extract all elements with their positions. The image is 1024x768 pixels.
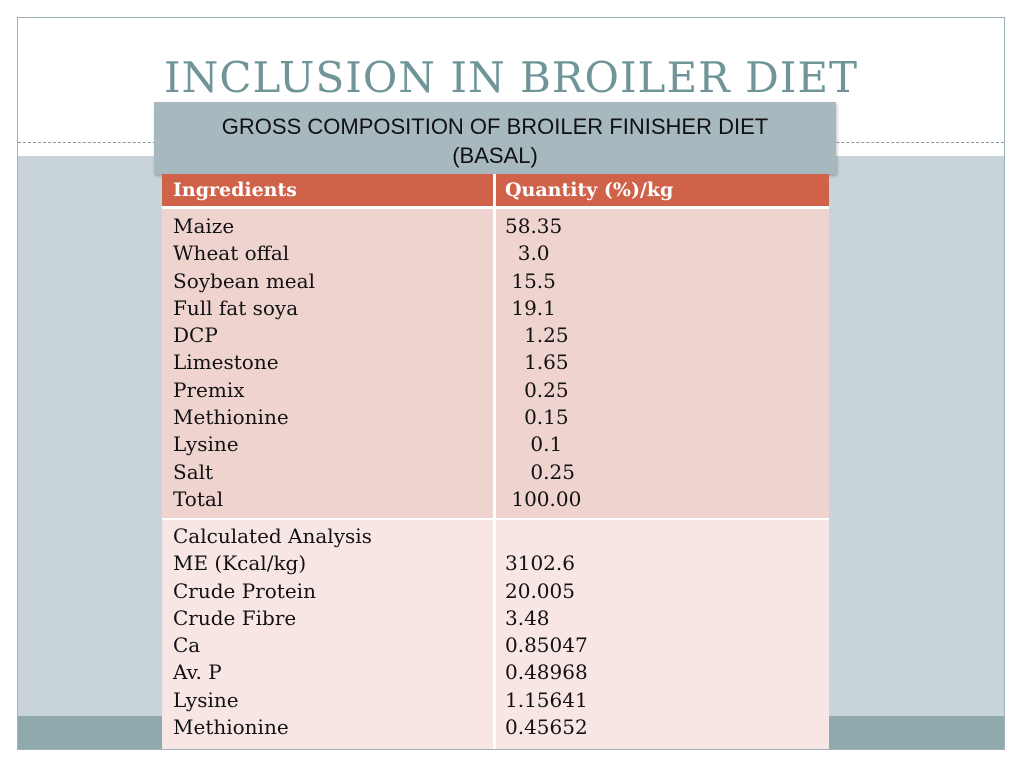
slide-title: INCLUSION IN BROILER DIET (163, 53, 859, 102)
analysis-value: 3102.6 (505, 551, 575, 576)
ingredient-quantity: 3.0 (505, 241, 550, 266)
analysis-value: 3.48 (505, 605, 550, 630)
ingredient-name: Limestone (173, 350, 279, 375)
ingredient-name: Total (173, 486, 224, 511)
ingredient-names-cell: Maize Wheat offal Soybean meal Full fat … (162, 209, 493, 518)
analysis-spacer (505, 523, 829, 550)
ingredient-name: Lysine (173, 432, 239, 457)
ingredient-quantities-cell: 58.35 3.0 15.5 19.1 1.25 1.65 0.25 0.15 … (496, 209, 829, 518)
caption-line-1: GROSS COMPOSITION OF BROILER FINISHER DI… (221, 114, 769, 139)
analysis-name: Ca (173, 633, 201, 658)
analysis-name: Crude Fibre (173, 605, 297, 630)
ingredient-quantity: 15.5 (505, 268, 556, 293)
slide-frame (17, 17, 1005, 750)
ingredient-quantity: 100.00 (505, 486, 582, 511)
ingredient-name: Methionine (173, 405, 289, 430)
ingredient-quantity: 0.1 (505, 432, 563, 457)
analysis-name: Av. P (173, 660, 222, 685)
ingredient-name: Full fat soya (173, 295, 299, 320)
analysis-value: 0.45652 (505, 715, 588, 740)
ingredient-name: Wheat offal (173, 241, 290, 266)
ingredient-name: Soybean meal (173, 268, 315, 293)
analysis-value: 0.85047 (505, 633, 588, 658)
ingredient-quantity: 1.25 (505, 323, 569, 348)
analysis-name: Methionine (173, 715, 289, 740)
ingredient-name: Premix (173, 377, 245, 402)
header-ingredients: Ingredients (162, 174, 493, 206)
analysis-name: ME (Kcal/kg) (173, 551, 307, 576)
header-quantity: Quantity (%)/kg (496, 174, 829, 206)
caption-line-2: (BASAL) (452, 143, 538, 168)
ingredient-name: DCP (173, 323, 218, 348)
ingredient-quantity: 19.1 (505, 295, 556, 320)
analysis-name: Lysine (173, 687, 239, 712)
composition-table: Ingredients Quantity (%)/kg Maize Wheat … (162, 174, 829, 749)
ingredient-name: Salt (173, 459, 214, 484)
ingredient-quantity: 0.25 (505, 377, 569, 402)
ingredient-quantity: 0.15 (505, 405, 569, 430)
ingredient-quantity: 58.35 (505, 214, 563, 238)
table-caption: GROSS COMPOSITION OF BROILER FINISHER DI… (154, 102, 836, 174)
analysis-name: Crude Protein (173, 578, 316, 603)
analysis-value: 1.15641 (505, 687, 588, 712)
ingredient-quantity: 0.25 (505, 459, 575, 484)
analysis-value: 20.005 (505, 578, 575, 603)
ingredient-quantity: 1.65 (505, 350, 569, 375)
analysis-heading: Calculated Analysis (173, 524, 372, 548)
analysis-values-cell: 3102.6 20.005 3.48 0.85047 0.48968 1.156… (496, 520, 829, 749)
analysis-names-cell: Calculated Analysis ME (Kcal/kg) Crude P… (162, 520, 493, 749)
ingredient-name: Maize (173, 214, 235, 238)
analysis-value: 0.48968 (505, 660, 588, 685)
